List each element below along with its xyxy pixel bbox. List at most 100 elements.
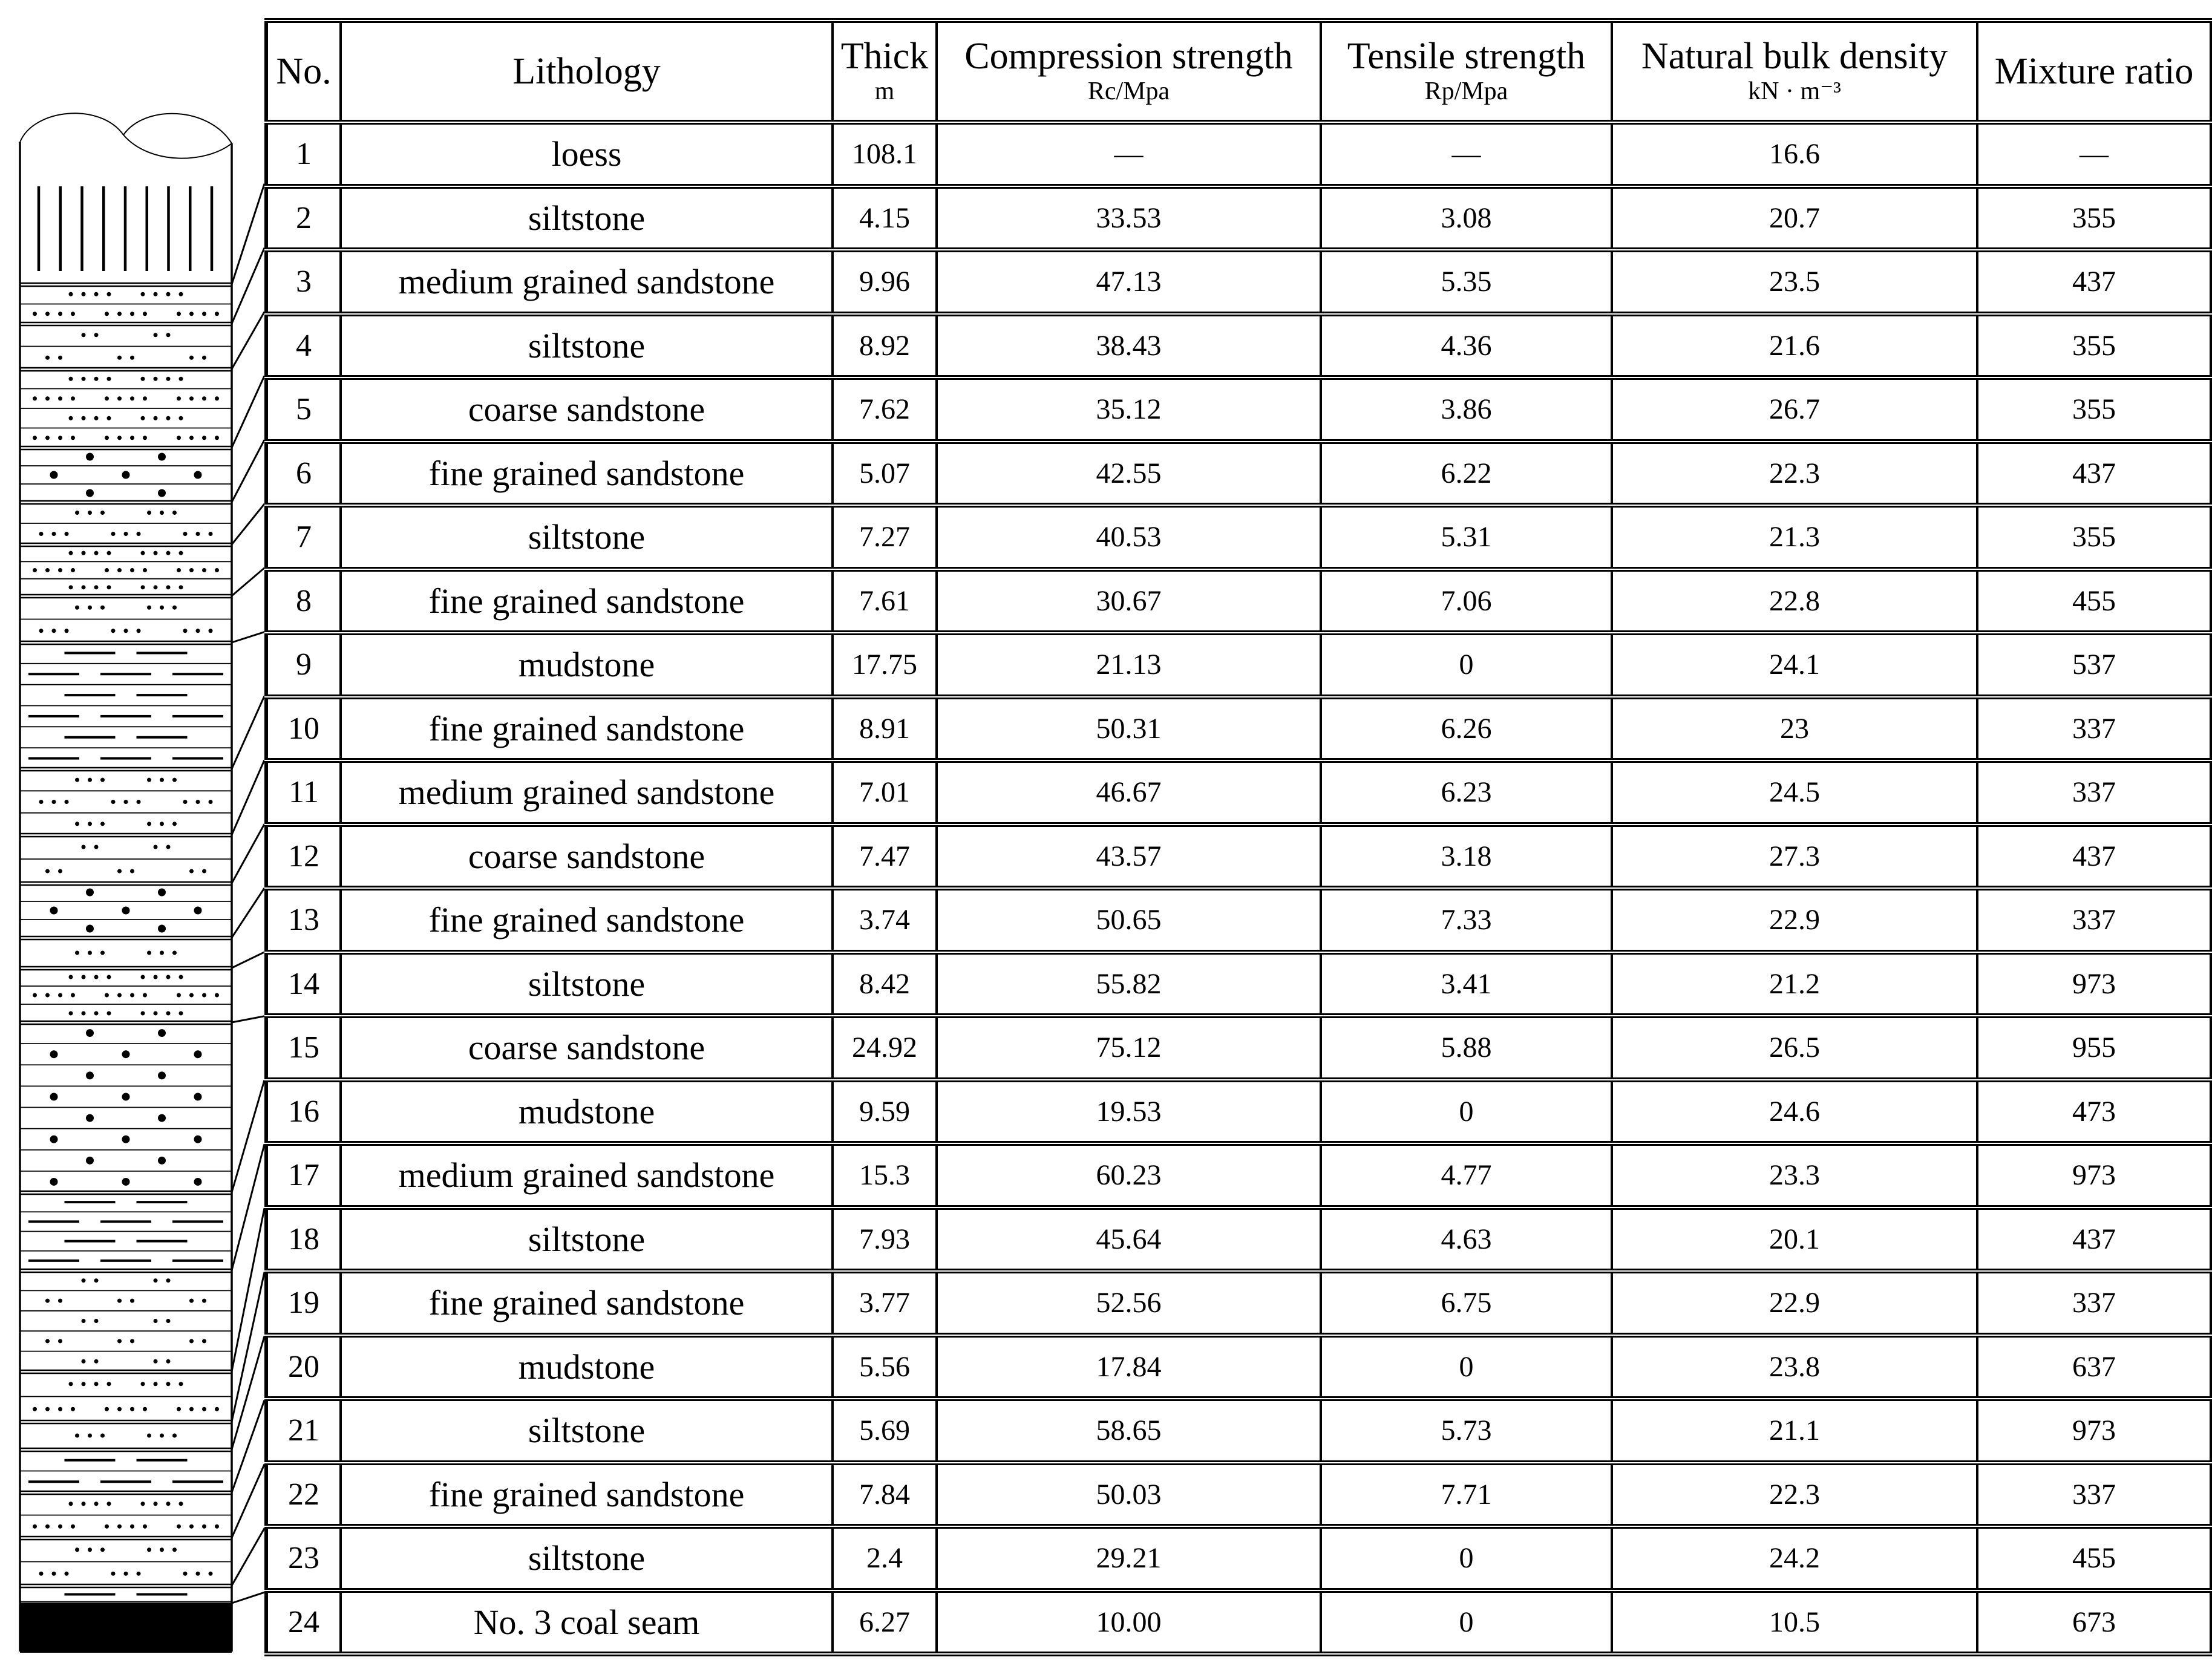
lithology-dash [136, 1240, 188, 1243]
table-row: 8 fine grained sandstone 7.61 30.67 7.06 22.8… [265, 566, 2212, 635]
lithology-dot [153, 1319, 158, 1323]
lithology-dot [166, 1382, 171, 1387]
cell-tensile-strength: 3.18 [1320, 822, 1613, 890]
cell-tensile-strength: 0 [1320, 1587, 1613, 1656]
cell-compression-strength: 42.55 [935, 439, 1322, 508]
cell-lithology: fine grained sandstone [339, 1269, 834, 1338]
lithology-dot [51, 1571, 56, 1576]
table-row: 2 siltstone 4.15 33.53 3.08 20.7 355 [265, 183, 2212, 252]
lithology-dot [39, 1571, 44, 1576]
lithology-dash [64, 694, 116, 697]
lithology-dot [71, 1407, 75, 1411]
lithology-dot [68, 585, 73, 590]
lithology-dot [177, 568, 181, 572]
lithology-dot [50, 1177, 58, 1186]
cell-tensile-strength: 6.23 [1320, 758, 1613, 827]
cell-mixture-ratio: 337 [1976, 1460, 2212, 1529]
cell-thickness: 5.56 [831, 1332, 938, 1401]
column-header-unit: Rc/Mpa [1087, 77, 1170, 106]
lithology-dash [172, 1220, 223, 1223]
lithology-dot [88, 822, 92, 826]
lithology-dot [68, 1382, 73, 1387]
table-row: 23 siltstone 2.4 29.21 0 24.2 455 [265, 1524, 2212, 1593]
table-row: 10 fine grained sandstone 8.91 50.31 6.26 23 3… [265, 694, 2212, 763]
cell-tensile-strength: — [1320, 120, 1613, 189]
table-row: 19 fine grained sandstone 3.77 52.56 6.75 22.… [265, 1269, 2212, 1338]
lithology-dot [106, 975, 111, 979]
cell-compression-strength: 33.53 [935, 183, 1322, 252]
cell-compression-strength: 47.13 [935, 247, 1322, 316]
lithology-dot [58, 312, 62, 316]
cell-compression-strength: 30.67 [935, 566, 1322, 635]
cell-natural-bulk-density: 22.3 [1611, 439, 1978, 508]
lithology-dot [136, 629, 141, 633]
lithology-dot [81, 845, 86, 849]
cell-tensile-strength: 5.31 [1320, 503, 1613, 572]
lithology-dot [39, 532, 44, 536]
cell-tensile-strength: 4.77 [1320, 1141, 1613, 1210]
cell-no: 19 [265, 1269, 342, 1338]
lithology-dot [100, 777, 105, 782]
lithology-dot [81, 333, 86, 338]
lithology-dot [202, 869, 206, 874]
cell-mixture-ratio: 337 [1976, 694, 2212, 763]
cell-natural-bulk-density: 21.1 [1611, 1396, 1978, 1465]
cell-mixture-ratio: 355 [1976, 503, 2212, 572]
lithology-dot [178, 1011, 183, 1016]
cell-mixture-ratio: 473 [1976, 1077, 2212, 1146]
lithology-dot [68, 1011, 73, 1016]
lithology-dot [136, 1571, 141, 1576]
lithology-dot [100, 511, 105, 515]
column-header-label: No. [276, 50, 332, 92]
cell-lithology: siltstone [339, 503, 834, 572]
lithology-dash [100, 673, 151, 676]
lithology-dash [172, 1480, 223, 1483]
lithology-dot [136, 532, 141, 536]
lithology-dot [147, 605, 151, 610]
cell-thickness: 3.77 [831, 1269, 938, 1338]
lithology-dot [71, 993, 75, 998]
lithology-dot [58, 1298, 62, 1303]
cell-mixture-ratio: 437 [1976, 247, 2212, 316]
cell-natural-bulk-density: 22.8 [1611, 566, 1978, 635]
lithology-dot [33, 1524, 37, 1529]
lithology-dot [189, 1339, 194, 1344]
cell-no: 24 [265, 1587, 342, 1656]
lithology-dot [88, 605, 92, 610]
lithology-dot [140, 585, 145, 590]
cell-lithology: fine grained sandstone [339, 439, 834, 508]
lithology-dot [160, 777, 164, 782]
cell-mixture-ratio: 973 [1976, 949, 2212, 1018]
cell-lithology: coarse sandstone [339, 1013, 834, 1082]
cell-thickness: 9.96 [831, 247, 938, 316]
cell-thickness: 2.4 [831, 1524, 938, 1593]
lithology-dot [177, 1407, 181, 1411]
cell-lithology: mudstone [339, 1077, 834, 1146]
cell-tensile-strength: 7.06 [1320, 566, 1613, 635]
lithology-dot [160, 822, 164, 826]
cell-mixture-ratio: 437 [1976, 1204, 2212, 1273]
lithology-dash [100, 1220, 151, 1223]
cell-tensile-strength: 0 [1320, 630, 1613, 699]
lithology-dot [158, 489, 166, 497]
lithology-dot [140, 1502, 145, 1506]
lithology-dash [172, 673, 223, 676]
cell-lithology: medium grained sandstone [339, 758, 834, 827]
cell-natural-bulk-density: 20.7 [1611, 183, 1978, 252]
lithology-dot [75, 950, 79, 955]
lithology-dash [136, 694, 188, 697]
lithology-dot [160, 950, 164, 955]
cell-no: 23 [265, 1524, 342, 1593]
cell-compression-strength: 17.84 [935, 1332, 1322, 1401]
lithology-dot [166, 416, 171, 420]
lithology-dot [202, 396, 206, 401]
lithology-dot [94, 975, 99, 979]
loess-hump-right-upper [123, 113, 232, 144]
table-row: 16 mudstone 9.59 19.53 0 24.6 473 [265, 1077, 2212, 1146]
column-header-label: Compression strength [964, 36, 1293, 77]
cell-compression-strength: — [935, 120, 1322, 189]
leader-line [231, 1400, 264, 1493]
cell-no: 18 [265, 1204, 342, 1273]
lithology-dash [100, 1259, 151, 1262]
cell-compression-strength: 35.12 [935, 375, 1322, 444]
